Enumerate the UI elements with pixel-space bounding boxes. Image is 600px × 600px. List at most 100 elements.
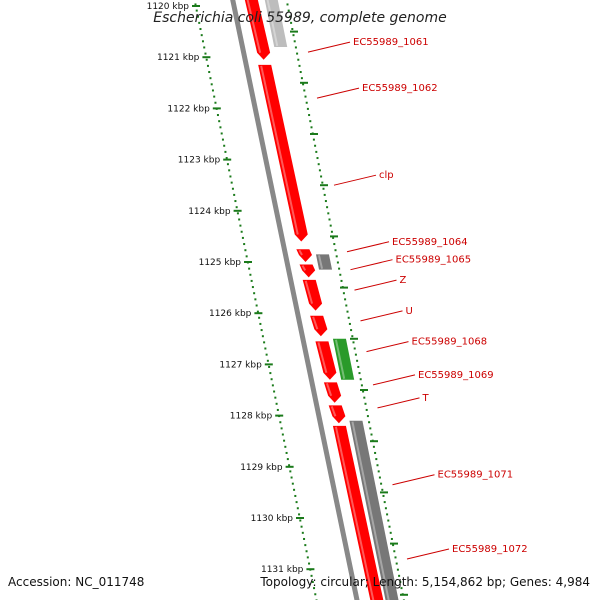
ruler-dot — [199, 28, 202, 31]
outer-dot — [332, 236, 335, 239]
ruler-dot — [269, 372, 272, 375]
feature-label: clp — [379, 170, 394, 181]
ruler-dot — [270, 378, 273, 381]
ruler-dot — [296, 507, 299, 510]
ruler-dot — [301, 531, 304, 534]
outer-dot — [321, 181, 324, 184]
label-leader-line — [354, 279, 397, 291]
outer-dot — [322, 187, 325, 190]
outer-dot — [387, 519, 390, 522]
ruler-dot — [228, 169, 231, 172]
ruler-dot — [275, 402, 278, 405]
ruler-dot — [303, 537, 306, 540]
outer-dot — [344, 298, 347, 301]
outer-dot — [395, 562, 398, 565]
outer-dot — [377, 470, 380, 473]
ruler-tick-label: 1123 kbp — [178, 156, 221, 166]
ruler-tick-label: 1120 kbp — [147, 2, 190, 12]
ruler-dot — [223, 144, 226, 147]
feature-label: U — [406, 306, 413, 317]
ruler-tick-label: 1131 kbp — [261, 565, 304, 575]
label-leader-line — [406, 548, 450, 560]
outer-dot — [314, 144, 317, 147]
ruler-dot — [241, 236, 244, 239]
outer-dot — [286, 3, 289, 6]
ruler-dot — [244, 249, 247, 252]
forward-cds-arrow — [302, 279, 323, 311]
ruler-dot — [221, 138, 224, 141]
label-leader-line — [307, 41, 351, 53]
ruler-dot — [234, 200, 237, 203]
outer-dot — [294, 46, 297, 49]
outer-dot — [327, 212, 330, 215]
forward-cds-arrow — [332, 425, 384, 600]
outer-dot — [374, 451, 377, 454]
reverse-feature-block — [349, 420, 399, 600]
outer-dot — [306, 107, 309, 110]
ruler-dot — [283, 439, 286, 442]
ruler-dot — [206, 64, 209, 67]
ruler-dot — [290, 476, 293, 479]
outer-dot — [323, 193, 326, 196]
ruler-dot — [276, 408, 279, 411]
ruler-dot — [304, 544, 307, 547]
ruler: 1120 kbp 1121 kbp 1122 kbp 1123 kbp 1124 kbp… — [147, 2, 408, 600]
feature-label: EC55989_1068 — [412, 337, 488, 348]
ruler-dot — [218, 120, 221, 123]
outer-dot — [396, 568, 399, 571]
ruler-dot — [203, 46, 206, 49]
feature-highlight — [298, 249, 303, 256]
outer-dot — [363, 396, 366, 399]
outer-dot — [366, 415, 369, 418]
outer-dot — [345, 304, 348, 307]
ruler-dot — [260, 329, 263, 332]
ruler-tick-label: 1122 kbp — [167, 104, 210, 114]
outer-dot — [296, 52, 299, 55]
outer-dot — [315, 150, 318, 153]
map-title: Escherichia coli 55989, complete genome — [153, 10, 447, 26]
forward-cds-arrow — [323, 382, 342, 403]
ruler-dot — [255, 304, 258, 307]
outer-dot — [334, 249, 337, 252]
outer-dot — [398, 574, 401, 577]
outer-dot — [386, 513, 389, 516]
ruler-tick-label: 1125 kbp — [199, 258, 242, 268]
ruler-dot — [214, 101, 217, 104]
forward-cds-arrow — [315, 341, 337, 380]
ruler-dot — [288, 464, 291, 467]
ruler-dot — [248, 267, 251, 270]
ruler-dot — [284, 445, 287, 448]
ruler-dot — [238, 218, 241, 221]
ruler-tick-label: 1124 kbp — [188, 207, 231, 217]
outer-dot — [297, 58, 300, 61]
forward-cds-arrow — [299, 264, 316, 278]
outer-dot — [288, 15, 291, 18]
ruler-dot — [196, 15, 199, 18]
ruler-dot — [299, 519, 302, 522]
feature-highlight — [351, 421, 390, 600]
ruler-tick-label: 1126 kbp — [209, 309, 252, 319]
ruler-dot — [236, 212, 239, 215]
outer-dot — [300, 77, 303, 80]
outer-dot — [365, 408, 368, 411]
reverse-feature-block — [332, 338, 355, 380]
outer-dot — [378, 476, 381, 479]
ruler-dot — [258, 316, 261, 319]
ruler-dot — [208, 71, 211, 74]
feature-highlight — [246, 0, 262, 53]
feature-label: EC55989_1071 — [438, 470, 514, 481]
feature-highlight — [334, 339, 346, 379]
feature-highlight — [334, 426, 375, 600]
label-leader-line — [366, 341, 409, 353]
ruler-dot — [279, 421, 282, 424]
outer-dot — [352, 341, 355, 344]
ruler-dot — [239, 224, 242, 227]
ruler-dot — [259, 322, 262, 325]
ruler-dot — [291, 482, 294, 485]
outer-dot — [309, 120, 312, 123]
ruler-dot — [285, 451, 288, 454]
ruler-dot — [213, 95, 216, 98]
ruler-dot — [286, 458, 289, 461]
